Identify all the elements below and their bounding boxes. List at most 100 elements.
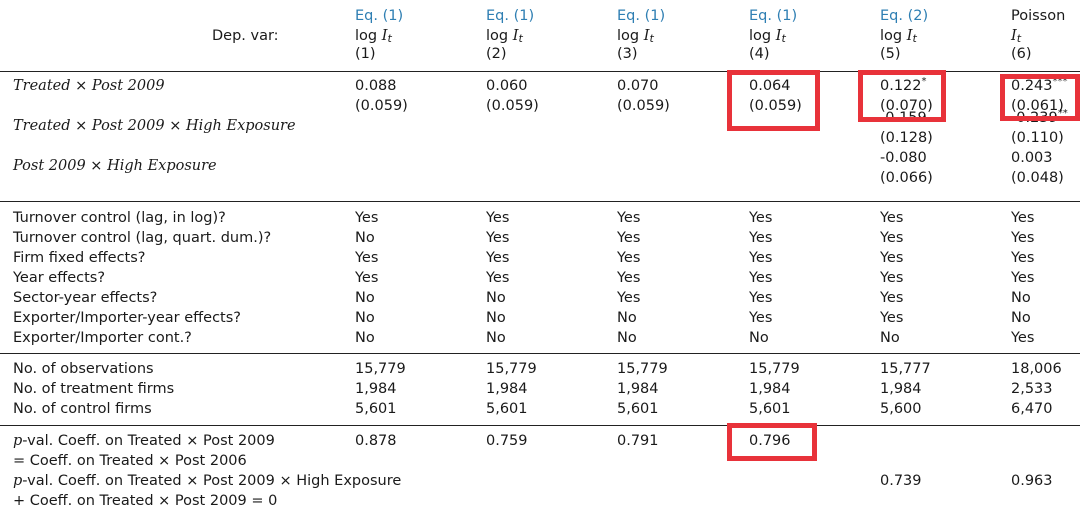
control-value: No — [355, 290, 375, 306]
control-value: No — [1011, 290, 1031, 306]
control-value: No — [880, 330, 900, 346]
column-eq-label: Eq. (1) — [486, 8, 535, 24]
coef-number: 0.003 — [1011, 150, 1053, 166]
coef-value: 0.064 — [749, 76, 791, 96]
rule-counts — [0, 425, 1080, 426]
coef-value: 0.003 — [1011, 148, 1053, 168]
control-row-label: Sector-year effects? — [13, 290, 158, 306]
pvalue-value: 0.963 — [1011, 473, 1053, 489]
control-value: Yes — [1011, 250, 1035, 266]
control-row-label: Turnover control (lag, quart. dum.)? — [13, 230, 272, 246]
standard-error: (0.070) — [880, 98, 933, 114]
control-value: Yes — [617, 250, 641, 266]
count-value: 6,470 — [1011, 401, 1053, 417]
coef-label-part-a: Treated — [13, 78, 71, 94]
column-dep-var-symbol: I — [906, 28, 913, 44]
column-number: (4) — [749, 46, 770, 62]
column-dep-var-symbol: I — [1011, 28, 1017, 44]
standard-error: (0.059) — [486, 98, 539, 114]
column-number: (3) — [617, 46, 638, 62]
coef-value: 0.122* — [880, 76, 927, 96]
control-value: No — [486, 330, 506, 346]
column-dep-var: log It — [355, 26, 392, 49]
highlight-box-col5-coef — [858, 70, 946, 122]
control-value: Yes — [617, 230, 641, 246]
column-dep-var-symbol: I — [775, 28, 782, 44]
coef-number: 0.070 — [617, 78, 659, 94]
control-value: No — [617, 310, 637, 326]
column-dep-var-log: log — [355, 28, 378, 44]
pvalue-label-line2: + Coeff. on Treated × Post 2009 = 0 — [13, 493, 278, 509]
standard-error: (0.066) — [880, 170, 933, 186]
count-value: 5,601 — [749, 401, 791, 417]
dep-var-label: Dep. var: — [212, 28, 279, 44]
column-dep-var-log: log — [617, 28, 640, 44]
control-value: Yes — [880, 250, 904, 266]
count-value: 1,984 — [617, 381, 659, 397]
coef-value: 0.243*** — [1011, 76, 1068, 96]
pvalue-label-line2: = Coeff. on Treated × Post 2006 — [13, 453, 247, 469]
control-value: Yes — [1011, 330, 1035, 346]
coef-row-label: Treated × Post 2009 × High Exposure — [13, 116, 296, 136]
rule-coef — [0, 201, 1080, 202]
control-row-label: Exporter/Importer-year effects? — [13, 310, 241, 326]
coef-label-part-a: Post 2009 — [13, 158, 86, 174]
control-value: No — [486, 290, 506, 306]
control-value: Yes — [486, 210, 510, 226]
pvalue-label-text: -val. Coeff. on Treated × Post 2009 × Hi… — [22, 473, 402, 489]
control-value: Yes — [617, 210, 641, 226]
column-dep-var: log It — [880, 26, 917, 49]
control-value: Yes — [880, 230, 904, 246]
control-row-label: Year effects? — [13, 270, 106, 286]
column-dep-var: log It — [749, 26, 786, 49]
rule-header — [0, 71, 1080, 72]
pvalue-value: 0.739 — [880, 473, 922, 489]
pvalue-label-line1: p-val. Coeff. on Treated × Post 2009 × H… — [13, 471, 401, 491]
column-dep-var-symbol: I — [643, 28, 650, 44]
control-row-label: Turnover control (lag, in log)? — [13, 210, 226, 226]
coef-number: -0.080 — [880, 150, 927, 166]
column-dep-var-subscript: t — [912, 32, 917, 45]
column-dep-var-symbol: I — [512, 28, 519, 44]
control-value: Yes — [749, 270, 773, 286]
control-value: Yes — [1011, 230, 1035, 246]
control-value: Yes — [355, 250, 379, 266]
count-value: 5,600 — [880, 401, 922, 417]
control-value: Yes — [355, 210, 379, 226]
control-value: No — [1011, 310, 1031, 326]
coef-value: 0.088 — [355, 76, 397, 96]
column-dep-var: log It — [617, 26, 654, 49]
coef-number: 0.122 — [880, 78, 922, 94]
column-number: (5) — [880, 46, 901, 62]
coef-label-part-b: Post 2009 — [91, 78, 165, 94]
coef-row-label: Post 2009 × High Exposure — [13, 156, 217, 176]
times-symbol: × — [90, 158, 103, 174]
significance-stars: *** — [1052, 76, 1068, 88]
coef-label-part-b: Post 2009 — [91, 118, 165, 134]
control-value: No — [617, 330, 637, 346]
control-value: Yes — [355, 270, 379, 286]
column-dep-var-subscript: t — [781, 32, 786, 45]
highlight-box-col4-coef — [727, 70, 820, 131]
count-value: 15,777 — [880, 361, 931, 377]
count-value: 15,779 — [749, 361, 800, 377]
control-value: Yes — [486, 270, 510, 286]
count-row-label: No. of treatment firms — [13, 381, 175, 397]
pvalue-label-line1: p-val. Coeff. on Treated × Post 2009 — [13, 431, 275, 451]
rule-controls — [0, 353, 1080, 354]
count-value: 15,779 — [617, 361, 668, 377]
control-value: Yes — [880, 310, 904, 326]
column-dep-var-subscript: t — [518, 32, 523, 45]
pvalue-value: 0.759 — [486, 433, 528, 449]
count-value: 1,984 — [355, 381, 397, 397]
control-value: Yes — [880, 210, 904, 226]
count-value: 18,006 — [1011, 361, 1062, 377]
control-value: Yes — [880, 270, 904, 286]
coef-number: 0.243 — [1011, 78, 1053, 94]
standard-error: (0.128) — [880, 130, 933, 146]
coef-value: 0.070 — [617, 76, 659, 96]
control-value: No — [355, 310, 375, 326]
control-value: No — [355, 330, 375, 346]
control-value: Yes — [486, 250, 510, 266]
control-value: Yes — [749, 250, 773, 266]
